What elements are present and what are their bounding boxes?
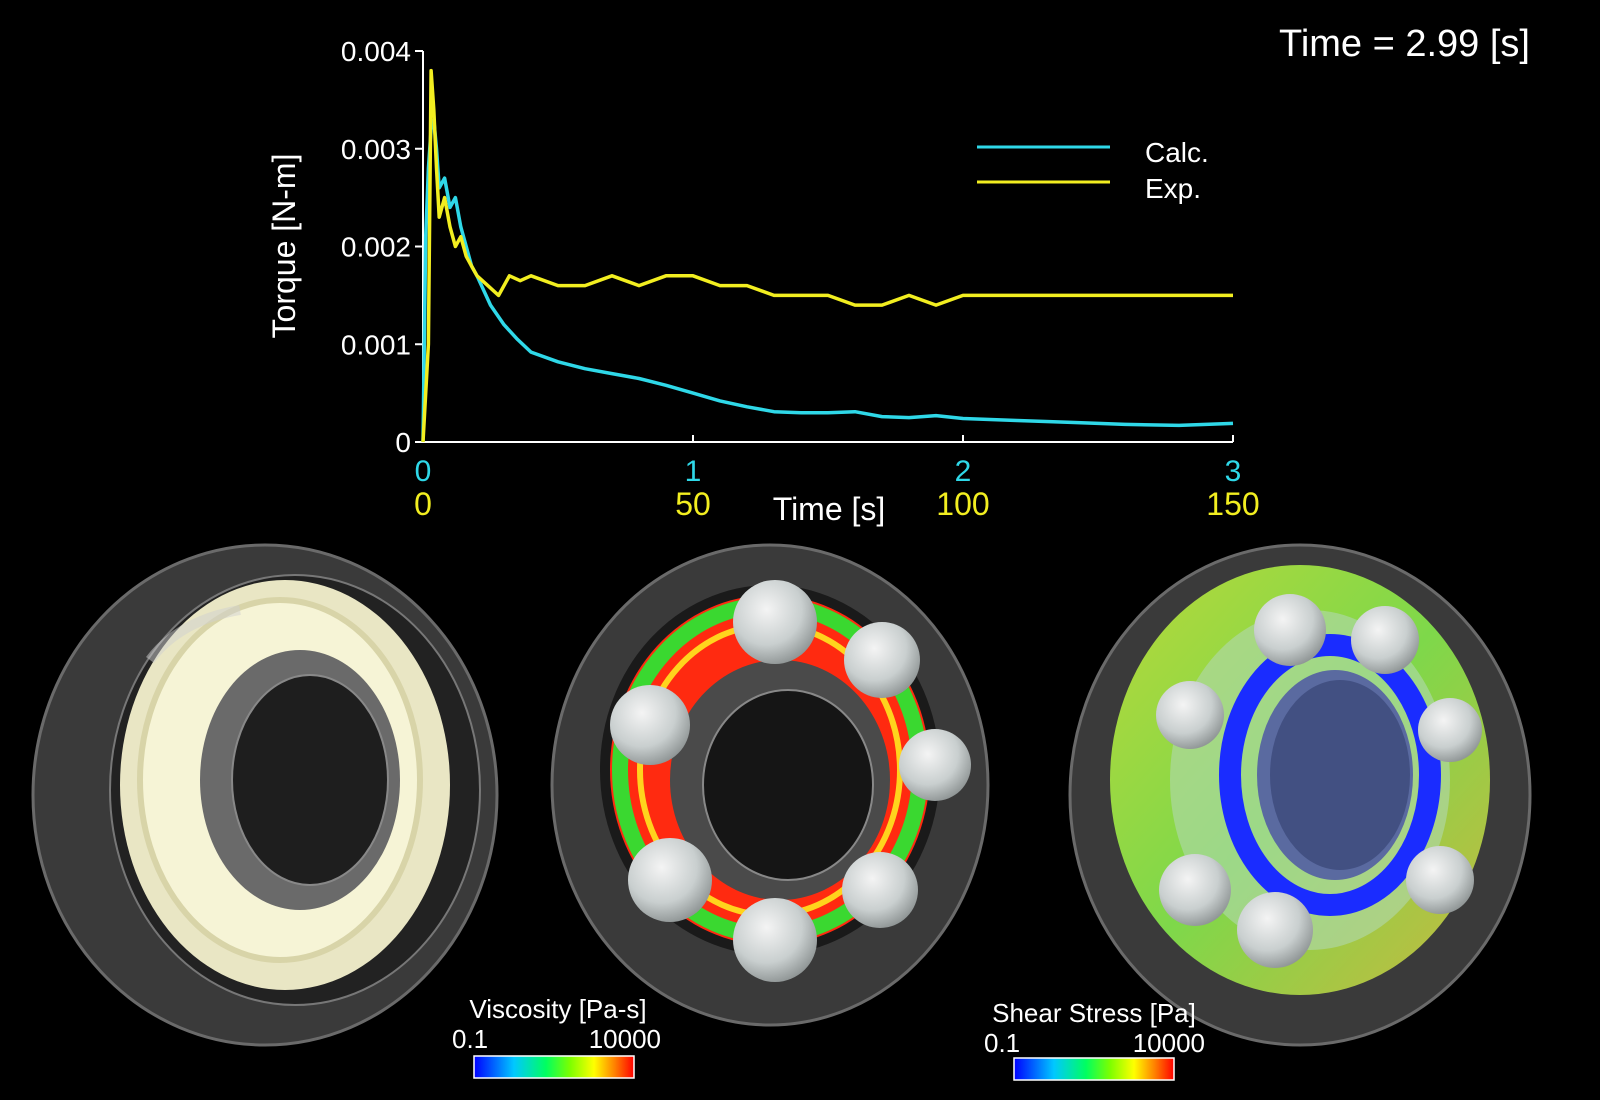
x-tick-label-exp: 0 [414,486,432,522]
viscosity-colorbar-max: 10000 [589,1024,661,1054]
bearing-grease-render [31,543,499,1047]
y-axis-label: Torque [N-m] [266,154,302,339]
viscosity-colorbar-gradient [473,1055,635,1079]
viscosity-colorbar-min: 0.1 [452,1024,488,1054]
x-tick-label-calc: 2 [955,455,972,488]
x-tick-label-calc: 0 [415,455,432,488]
legend-label-calc: Calc. [1145,137,1209,168]
y-tick-label: 0.002 [341,232,411,263]
viscosity-balls [610,580,971,982]
shear-balls [1156,594,1482,968]
x-axis-label: Time [s] [773,491,886,527]
x-tick-label-calc: 3 [1225,455,1242,488]
viscosity-colorbar-label: Viscosity [Pa-s] [469,994,646,1024]
shear-colorbar-label: Shear Stress [Pa] [992,998,1196,1028]
series-line-calc [421,117,1234,443]
shear-colorbar-min: 0.1 [984,1028,1020,1058]
bearing-shear-render [1068,543,1532,1047]
shear-colorbar-max: 10000 [1133,1028,1205,1058]
time-readout: Time = 2.99 [s] [1279,23,1530,65]
x-tick-label-exp: 100 [936,486,989,522]
torque-chart: 0 0.001 0.002 0.003 0.004 0 1 2 3 0 50 100 150 Torq… [266,36,1260,527]
y-tick-label: 0 [395,427,411,458]
shear-colorbar-gradient [1013,1057,1175,1081]
y-tick-label: 0.003 [341,134,411,165]
x-tick-label-exp: 50 [675,486,711,522]
y-tick-label: 0.004 [341,36,411,67]
x-tick-label-exp: 150 [1206,486,1259,522]
legend-label-exp: Exp. [1145,173,1201,204]
x-tick-label-calc: 1 [685,455,702,488]
bearing-viscosity-render [550,543,990,1027]
viscosity-colorbar: Viscosity [Pa-s] 0.1 10000 [452,994,661,1079]
y-tick-label: 0.001 [341,329,411,360]
legend: Calc. Exp. [977,137,1209,204]
shear-colorbar: Shear Stress [Pa] 0.1 10000 [984,998,1205,1081]
series-line-exp [421,68,1233,443]
